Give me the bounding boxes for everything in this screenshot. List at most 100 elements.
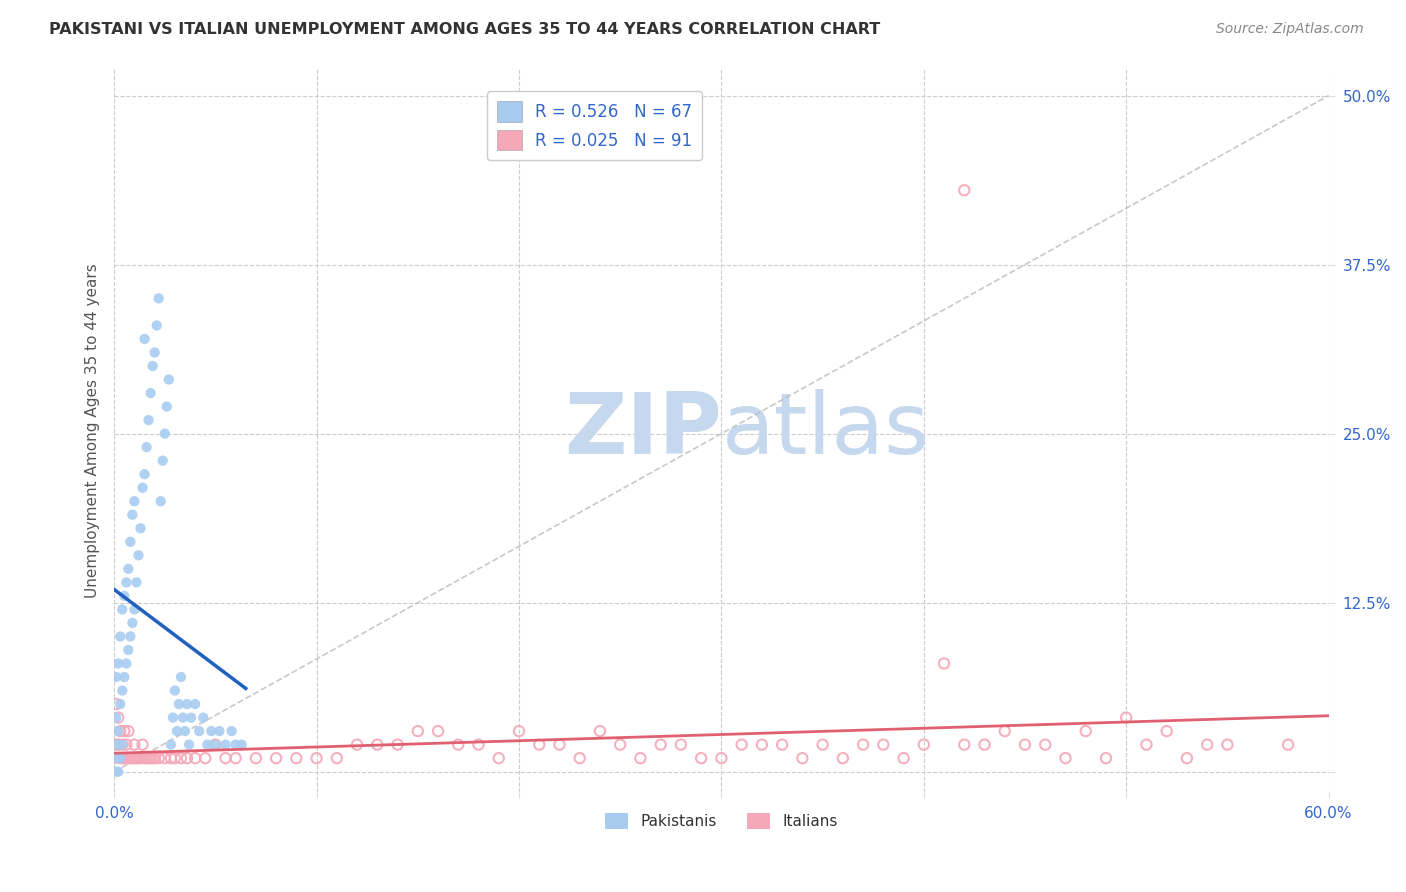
Point xyxy=(142,751,165,765)
Point xyxy=(225,751,247,765)
Point xyxy=(115,751,138,765)
Point xyxy=(111,738,134,752)
Point xyxy=(105,670,128,684)
Point xyxy=(200,724,222,739)
Point xyxy=(932,657,955,671)
Point xyxy=(193,710,215,724)
Point xyxy=(669,738,692,752)
Point xyxy=(204,738,226,752)
Point xyxy=(145,318,167,333)
Point xyxy=(231,738,253,752)
Point xyxy=(107,738,129,752)
Point xyxy=(180,710,202,724)
Text: ZIP: ZIP xyxy=(564,389,721,472)
Point xyxy=(1216,738,1239,752)
Point xyxy=(831,751,853,765)
Point xyxy=(225,738,247,752)
Point xyxy=(129,521,152,535)
Point xyxy=(176,751,198,765)
Point xyxy=(125,751,148,765)
Point xyxy=(188,724,211,739)
Point xyxy=(751,738,773,752)
Point xyxy=(110,630,132,644)
Point xyxy=(167,697,190,711)
Point xyxy=(120,751,142,765)
Point xyxy=(214,751,236,765)
Point xyxy=(111,683,134,698)
Point xyxy=(110,751,132,765)
Point xyxy=(630,751,652,765)
Point xyxy=(1054,751,1077,765)
Point xyxy=(134,751,156,765)
Point xyxy=(121,751,143,765)
Point xyxy=(170,751,193,765)
Point xyxy=(124,751,146,765)
Point xyxy=(107,710,129,724)
Point xyxy=(131,738,153,752)
Point xyxy=(1135,738,1157,752)
Point xyxy=(208,724,231,739)
Point xyxy=(214,738,236,752)
Point xyxy=(1095,751,1118,765)
Point xyxy=(170,670,193,684)
Point xyxy=(152,453,174,467)
Point xyxy=(1277,738,1299,752)
Point xyxy=(105,764,128,779)
Point xyxy=(1115,710,1137,724)
Y-axis label: Unemployment Among Ages 35 to 44 years: Unemployment Among Ages 35 to 44 years xyxy=(86,263,100,598)
Point xyxy=(131,481,153,495)
Point xyxy=(149,494,172,508)
Point xyxy=(710,751,733,765)
Point xyxy=(115,657,138,671)
Point xyxy=(142,359,165,373)
Point xyxy=(245,751,267,765)
Point xyxy=(112,670,135,684)
Point xyxy=(285,751,308,765)
Point xyxy=(135,751,157,765)
Point xyxy=(121,615,143,630)
Point xyxy=(121,508,143,522)
Point xyxy=(162,710,184,724)
Point xyxy=(953,738,976,752)
Point xyxy=(872,738,894,752)
Point xyxy=(467,738,489,752)
Point xyxy=(973,738,995,752)
Point xyxy=(105,751,128,765)
Point xyxy=(447,738,470,752)
Point xyxy=(153,751,176,765)
Point xyxy=(184,751,207,765)
Point xyxy=(153,426,176,441)
Point xyxy=(138,413,160,427)
Point xyxy=(105,710,128,724)
Point xyxy=(103,751,125,765)
Point xyxy=(124,494,146,508)
Point xyxy=(568,751,591,765)
Point xyxy=(548,738,571,752)
Point xyxy=(124,602,146,616)
Point xyxy=(134,332,156,346)
Point xyxy=(129,751,152,765)
Point xyxy=(117,751,139,765)
Point xyxy=(105,738,128,752)
Point xyxy=(1014,738,1036,752)
Point xyxy=(221,724,243,739)
Point xyxy=(105,738,128,752)
Point xyxy=(117,562,139,576)
Point xyxy=(406,724,429,739)
Legend: Pakistanis, Italians: Pakistanis, Italians xyxy=(599,806,844,835)
Point xyxy=(609,738,631,752)
Point xyxy=(953,183,976,197)
Point xyxy=(852,738,875,752)
Point xyxy=(135,440,157,454)
Point xyxy=(110,724,132,739)
Point xyxy=(127,751,149,765)
Point xyxy=(127,549,149,563)
Point xyxy=(112,751,135,765)
Point xyxy=(120,534,142,549)
Point xyxy=(111,602,134,616)
Point xyxy=(177,738,200,752)
Text: PAKISTANI VS ITALIAN UNEMPLOYMENT AMONG AGES 35 TO 44 YEARS CORRELATION CHART: PAKISTANI VS ITALIAN UNEMPLOYMENT AMONG … xyxy=(49,22,880,37)
Point xyxy=(112,589,135,603)
Point xyxy=(690,751,713,765)
Point xyxy=(105,697,128,711)
